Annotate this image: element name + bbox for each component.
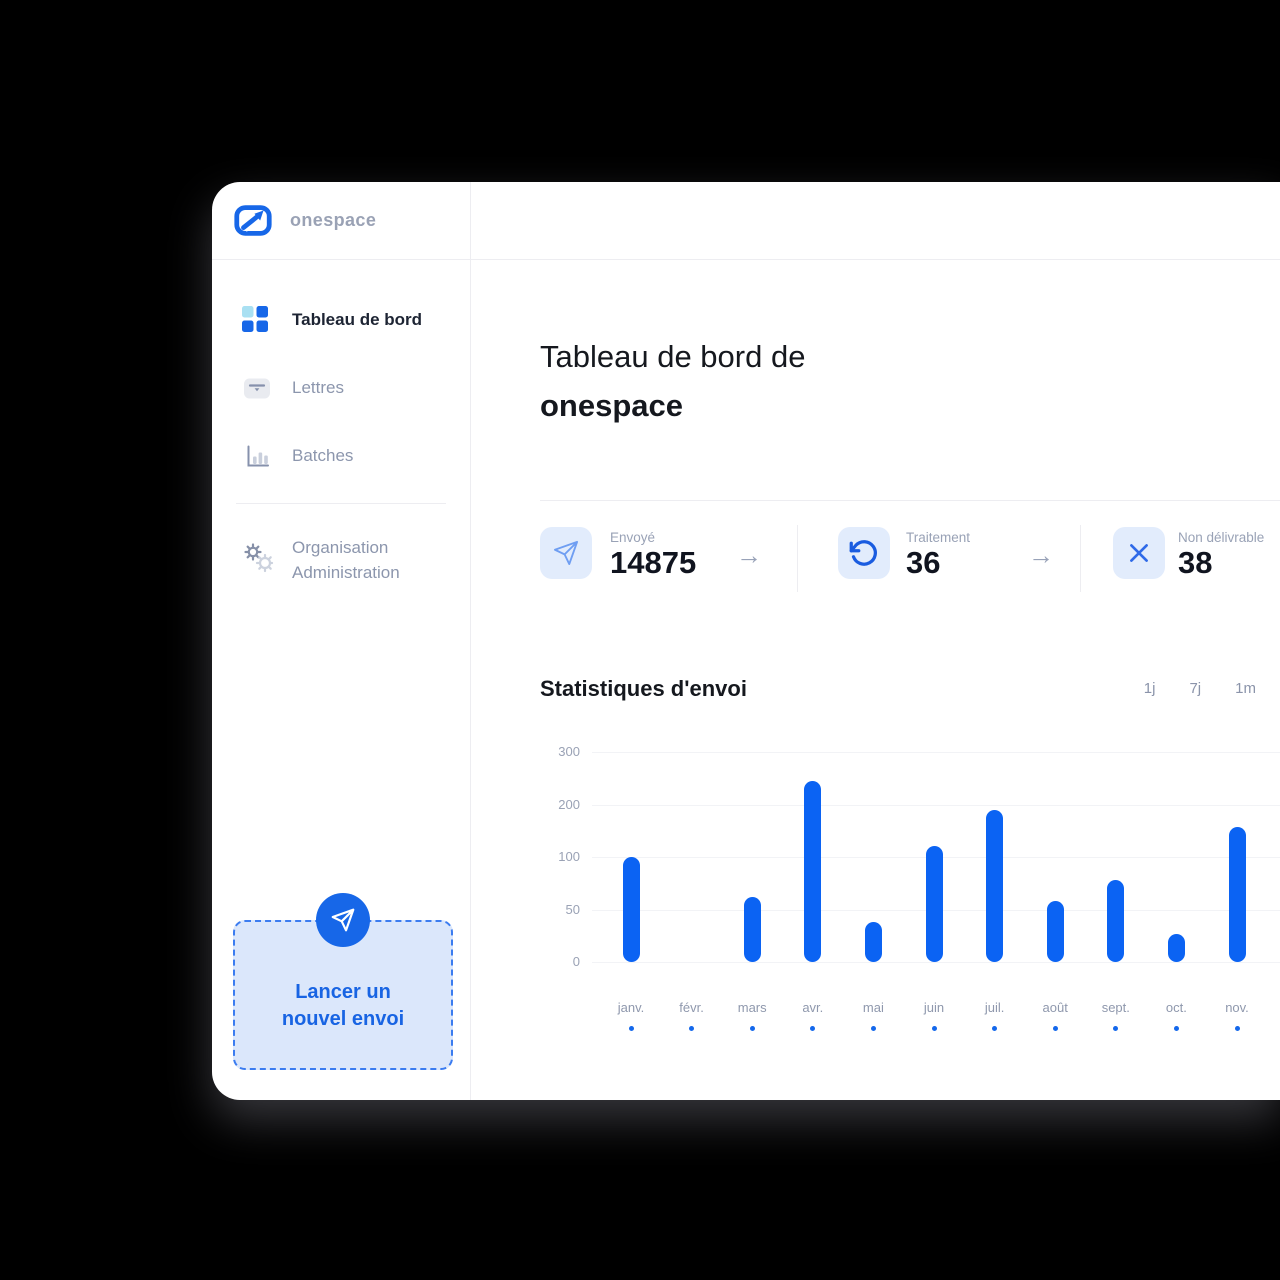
chart-gridline bbox=[592, 962, 1280, 963]
sidebar-item-batches[interactable]: Batches bbox=[212, 430, 468, 482]
dashboard-grid-icon bbox=[242, 306, 268, 337]
x-axis-label: nov. bbox=[1225, 1000, 1249, 1015]
stat-value: 36 bbox=[906, 545, 941, 580]
sidebar-item-label: Batches bbox=[292, 446, 354, 465]
sidebar-item-label: Lettres bbox=[292, 378, 344, 397]
chart-bar bbox=[1107, 880, 1125, 962]
stats-divider bbox=[540, 500, 1280, 501]
y-axis-label: 200 bbox=[558, 796, 580, 812]
gears-icon bbox=[242, 541, 276, 580]
month-dot-icon bbox=[1113, 1026, 1119, 1031]
page-title-line1: Tableau de bord de bbox=[540, 339, 806, 374]
x-axis-label: mai bbox=[862, 1000, 884, 1015]
x-axis-label: mars bbox=[737, 1000, 767, 1015]
stat-label: Traitement bbox=[906, 530, 971, 545]
new-send-button-label: Lancer un nouvel envoi bbox=[281, 981, 405, 1030]
x-axis-label: janv. bbox=[617, 1000, 645, 1015]
chart-title: Statistiques d'envoi bbox=[540, 676, 747, 701]
month-dot-icon bbox=[810, 1026, 816, 1031]
x-axis-label: sept. bbox=[1101, 1000, 1130, 1015]
bar-chart-icon bbox=[242, 441, 272, 476]
sidebar-item-label: Tableau de bord bbox=[292, 310, 423, 329]
month-dot-icon bbox=[749, 1026, 755, 1031]
stat-separator bbox=[1080, 525, 1081, 592]
chart-bar bbox=[925, 845, 943, 962]
brand-name: onespace bbox=[290, 210, 377, 230]
stat-card-envoye[interactable] bbox=[540, 527, 592, 579]
chart-bar bbox=[1228, 826, 1246, 962]
month-dot-icon bbox=[1234, 1026, 1240, 1031]
range-1m[interactable]: 1m bbox=[1235, 680, 1256, 697]
arrow-right-icon[interactable]: → bbox=[736, 540, 762, 570]
stat-card-traitement[interactable] bbox=[838, 527, 890, 579]
y-axis-label: 50 bbox=[565, 901, 580, 917]
sidebar-item-label: Organisation Administration bbox=[292, 538, 400, 582]
month-dot-icon bbox=[931, 1026, 937, 1031]
chart-bar bbox=[1167, 933, 1185, 962]
month-dot-icon bbox=[689, 1026, 695, 1031]
refresh-icon bbox=[849, 538, 879, 568]
stat-label: Envoyé bbox=[610, 530, 656, 545]
stat-value: 38 bbox=[1178, 545, 1213, 580]
x-axis-label: août bbox=[1042, 1000, 1068, 1015]
month-dot-icon bbox=[1052, 1026, 1058, 1031]
month-dot-icon bbox=[870, 1026, 876, 1031]
chart-bar bbox=[622, 857, 640, 962]
stat-value: 14875 bbox=[610, 545, 697, 580]
sidebar-item-organisation-administration[interactable]: Organisation Administration bbox=[212, 527, 468, 593]
stat-separator bbox=[797, 525, 798, 592]
x-axis-label: oct. bbox=[1165, 1000, 1187, 1015]
header-divider bbox=[212, 259, 1280, 260]
y-axis-label: 100 bbox=[558, 849, 580, 864]
range-selector: 1j 7j 1m bbox=[1144, 680, 1256, 697]
arrow-right-icon[interactable]: → bbox=[1028, 540, 1054, 570]
send-statistics-chart: 0 50 100 200 300 janv. févr. mars avr. mai juin jui… bbox=[540, 742, 1280, 1042]
chart-bar bbox=[1046, 901, 1064, 962]
x-axis-label: juin bbox=[923, 1000, 945, 1015]
month-dot-icon bbox=[1173, 1026, 1179, 1031]
chart-bar bbox=[743, 896, 761, 962]
range-1j[interactable]: 1j bbox=[1143, 680, 1156, 697]
send-circle-button[interactable] bbox=[316, 893, 370, 947]
y-axis-label: 0 bbox=[572, 954, 580, 969]
month-dot-icon bbox=[628, 1026, 634, 1031]
sidebar-item-tableau-de-bord[interactable]: Tableau de bord bbox=[212, 294, 468, 346]
y-axis-label: 300 bbox=[558, 744, 580, 759]
chart-bar bbox=[804, 780, 822, 962]
x-axis-label: févr. bbox=[679, 1000, 704, 1015]
letter-icon bbox=[242, 373, 272, 408]
app-window: onespace Tableau de bord Lettres bbox=[212, 182, 1280, 1100]
chart-gridline bbox=[592, 804, 1280, 806]
chart-bar bbox=[986, 809, 1004, 963]
sidebar-divider bbox=[470, 182, 471, 1100]
stat-card-non-delivrable[interactable] bbox=[1113, 527, 1165, 579]
paper-plane-icon bbox=[330, 907, 356, 933]
onespace-logo-icon bbox=[232, 199, 274, 241]
stat-label: Non délivrable bbox=[1178, 530, 1265, 545]
x-mark-icon bbox=[1125, 539, 1153, 567]
paper-plane-icon bbox=[552, 539, 580, 567]
sidebar-item-lettres[interactable]: Lettres bbox=[212, 362, 468, 414]
chart-gridline bbox=[592, 752, 1280, 753]
range-7j[interactable]: 7j bbox=[1189, 680, 1202, 697]
page-title: Tableau de bord de onespace bbox=[540, 332, 805, 430]
x-axis-label: avr. bbox=[802, 1000, 824, 1015]
sidebar-section-divider bbox=[236, 503, 446, 504]
month-dot-icon bbox=[992, 1026, 998, 1031]
page-title-line2: onespace bbox=[540, 388, 684, 423]
chart-bar bbox=[864, 922, 882, 962]
x-axis-label: juil. bbox=[984, 1000, 1005, 1015]
